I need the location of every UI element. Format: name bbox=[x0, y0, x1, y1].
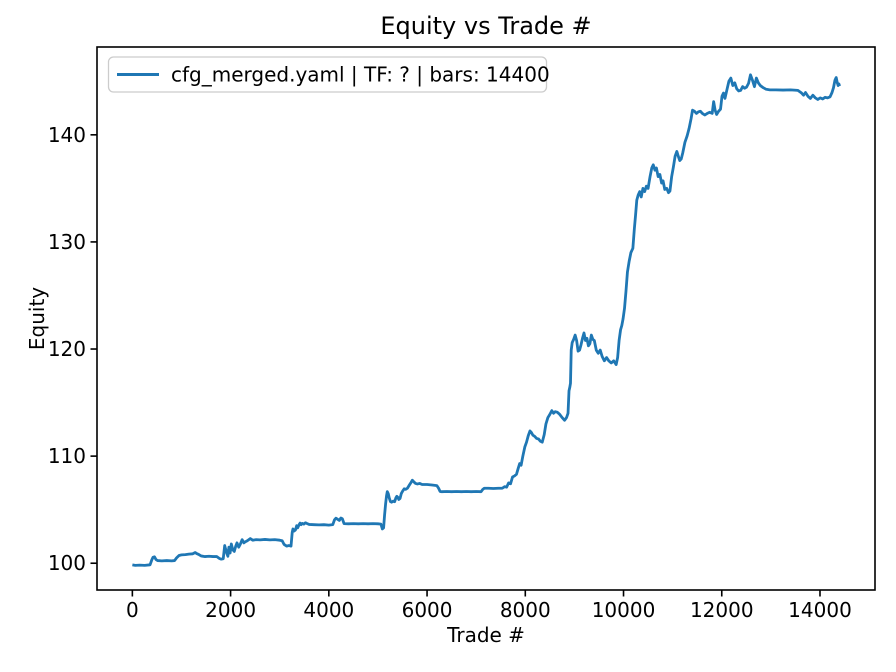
y-tick-label: 120 bbox=[48, 337, 86, 361]
x-tick-label: 4000 bbox=[303, 598, 354, 622]
plot-area bbox=[96, 46, 876, 591]
y-tick-label: 140 bbox=[48, 123, 86, 147]
x-tick-label: 8000 bbox=[500, 598, 551, 622]
x-tick-label: 6000 bbox=[402, 598, 453, 622]
legend: cfg_merged.yaml | TF: ? | bars: 14400 bbox=[107, 56, 550, 93]
equity-curve bbox=[132, 73, 841, 567]
y-axis-ticks: 100 110 120 130 140 bbox=[48, 123, 97, 575]
y-tick-label: 110 bbox=[48, 444, 86, 468]
legend-label: cfg_merged.yaml | TF: ? | bars: 14400 bbox=[171, 63, 550, 87]
y-axis-label: Equity bbox=[25, 287, 49, 350]
x-axis-ticks: 0 2000 4000 6000 8000 10000 12000 14000 bbox=[126, 590, 852, 622]
x-tick-label: 14000 bbox=[788, 598, 852, 622]
y-tick-label: 130 bbox=[48, 230, 86, 254]
legend-box bbox=[107, 56, 548, 93]
y-tick-label: 100 bbox=[48, 551, 86, 575]
x-tick-label: 10000 bbox=[592, 598, 656, 622]
x-tick-label: 0 bbox=[126, 598, 139, 622]
x-tick-label: 2000 bbox=[205, 598, 256, 622]
x-tick-label: 12000 bbox=[690, 598, 754, 622]
x-axis-label: Trade # bbox=[446, 623, 525, 647]
chart-title: Equity vs Trade # bbox=[380, 12, 591, 40]
